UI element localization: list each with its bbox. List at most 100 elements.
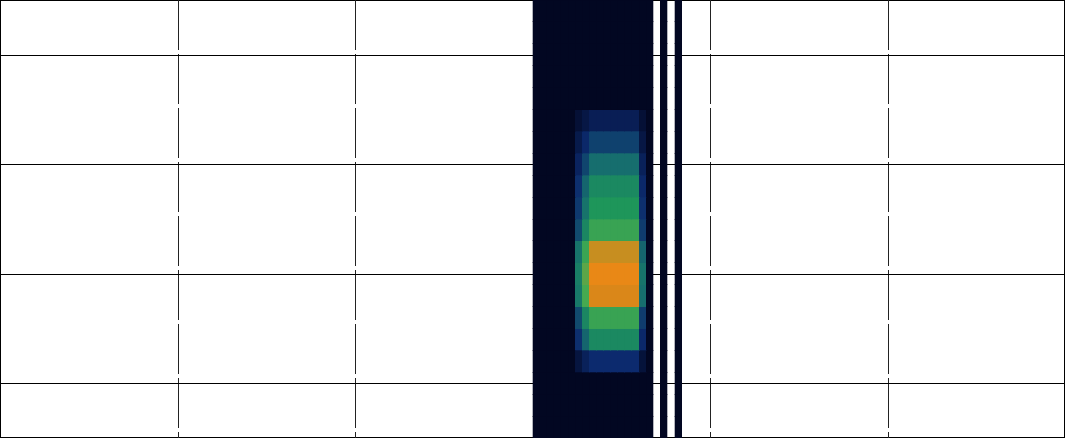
heatmap-cell bbox=[625, 197, 632, 219]
heatmap-cell bbox=[611, 285, 618, 307]
heatmap-cell bbox=[533, 44, 540, 66]
heatmap-cell bbox=[660, 197, 667, 219]
heatmap-cell bbox=[540, 110, 547, 132]
heatmap-cell bbox=[575, 394, 582, 416]
heatmap-cell bbox=[547, 219, 554, 241]
heatmap-cell bbox=[554, 329, 561, 351]
heatmap-cell bbox=[611, 110, 618, 132]
heatmap-cell bbox=[596, 329, 603, 351]
heatmap-cell bbox=[589, 307, 596, 329]
heatmap-cell bbox=[568, 329, 575, 351]
heatmap-cell bbox=[540, 416, 547, 438]
heatmap-cell bbox=[675, 329, 682, 351]
heatmap-cell bbox=[625, 372, 632, 394]
heatmap-cell bbox=[589, 153, 596, 175]
heatmap-cell bbox=[582, 22, 589, 44]
heatmap-cell bbox=[611, 329, 618, 351]
heatmap-cell bbox=[604, 131, 611, 153]
heatmap-cell bbox=[547, 394, 554, 416]
heatmap-cell bbox=[675, 153, 682, 175]
heatmap-cell bbox=[554, 22, 561, 44]
heatmap-cell bbox=[533, 22, 540, 44]
heatmap-cell bbox=[596, 0, 603, 22]
heatmap-cell bbox=[533, 153, 540, 175]
heatmap-cell bbox=[611, 44, 618, 66]
heatmap-cell bbox=[646, 372, 653, 394]
heatmap-cell bbox=[660, 66, 667, 88]
heatmap-cell bbox=[618, 175, 625, 197]
heatmap-cell bbox=[646, 285, 653, 307]
heatmap-cell bbox=[632, 241, 639, 263]
heatmap-cell bbox=[547, 88, 554, 110]
heatmap-cell bbox=[568, 241, 575, 263]
heatmap-cell bbox=[618, 307, 625, 329]
heatmap-cell bbox=[675, 263, 682, 285]
heatmap-cell bbox=[632, 307, 639, 329]
heatmap-cell bbox=[639, 88, 646, 110]
heatmap-cell bbox=[582, 329, 589, 351]
heatmap-cell bbox=[639, 416, 646, 438]
heatmap-cell bbox=[540, 22, 547, 44]
heatmap-cell bbox=[582, 285, 589, 307]
heatmap-cell bbox=[547, 263, 554, 285]
heatmap-cell bbox=[554, 153, 561, 175]
heatmap-cell bbox=[646, 110, 653, 132]
heatmap-cell bbox=[582, 44, 589, 66]
heatmap-cell bbox=[646, 22, 653, 44]
heatmap-cell bbox=[632, 329, 639, 351]
heatmap-cell bbox=[639, 285, 646, 307]
heatmap-cell bbox=[568, 416, 575, 438]
heatmap-cell bbox=[639, 329, 646, 351]
heatmap-cell bbox=[554, 372, 561, 394]
heatmap-cell bbox=[632, 394, 639, 416]
heatmap-cell bbox=[575, 263, 582, 285]
heatmap-cell bbox=[561, 110, 568, 132]
heatmap-cell bbox=[547, 285, 554, 307]
heatmap-cell bbox=[639, 197, 646, 219]
heatmap-cell bbox=[618, 263, 625, 285]
heatmap-cell bbox=[582, 372, 589, 394]
heatmap-cell bbox=[675, 219, 682, 241]
heatmap-cell bbox=[561, 241, 568, 263]
heatmap-cell bbox=[618, 416, 625, 438]
heatmap-cell bbox=[660, 241, 667, 263]
heatmap-cell bbox=[561, 131, 568, 153]
heatmap-cell bbox=[660, 153, 667, 175]
heatmap-cell bbox=[575, 416, 582, 438]
heatmap-cell bbox=[568, 153, 575, 175]
heatmap-cell bbox=[618, 219, 625, 241]
heatmap-cell bbox=[533, 372, 540, 394]
heatmap-cell bbox=[675, 110, 682, 132]
heatmap-cell bbox=[639, 0, 646, 22]
heatmap-cell bbox=[589, 285, 596, 307]
heatmap-cell bbox=[561, 197, 568, 219]
heatmap-cell bbox=[561, 329, 568, 351]
heatmap-cell bbox=[596, 22, 603, 44]
heatmap-cell bbox=[618, 241, 625, 263]
heatmap-cell bbox=[582, 197, 589, 219]
heatmap-cell bbox=[646, 44, 653, 66]
heatmap-cell bbox=[575, 329, 582, 351]
heatmap-cell bbox=[646, 329, 653, 351]
heatmap-cell bbox=[589, 416, 596, 438]
heatmap-cell bbox=[604, 350, 611, 372]
heatmap-cell bbox=[554, 285, 561, 307]
heatmap-cell bbox=[582, 241, 589, 263]
heatmap-cell bbox=[632, 110, 639, 132]
heatmap-cell bbox=[582, 66, 589, 88]
heatmap-cell bbox=[618, 110, 625, 132]
heatmap-cell bbox=[533, 307, 540, 329]
heatmap-cell bbox=[540, 329, 547, 351]
heatmap-cell bbox=[582, 153, 589, 175]
heatmap-cell bbox=[589, 372, 596, 394]
heatmap-cell bbox=[646, 88, 653, 110]
heatmap-cell bbox=[632, 131, 639, 153]
plot-frame bbox=[1, 1, 1065, 438]
heatmap-cell bbox=[596, 110, 603, 132]
heatmap-cell bbox=[639, 22, 646, 44]
heatmap-cell bbox=[646, 131, 653, 153]
heatmap-cell bbox=[568, 66, 575, 88]
heatmap-cell bbox=[568, 197, 575, 219]
heatmap-cell bbox=[604, 394, 611, 416]
heatmap-cell bbox=[575, 241, 582, 263]
